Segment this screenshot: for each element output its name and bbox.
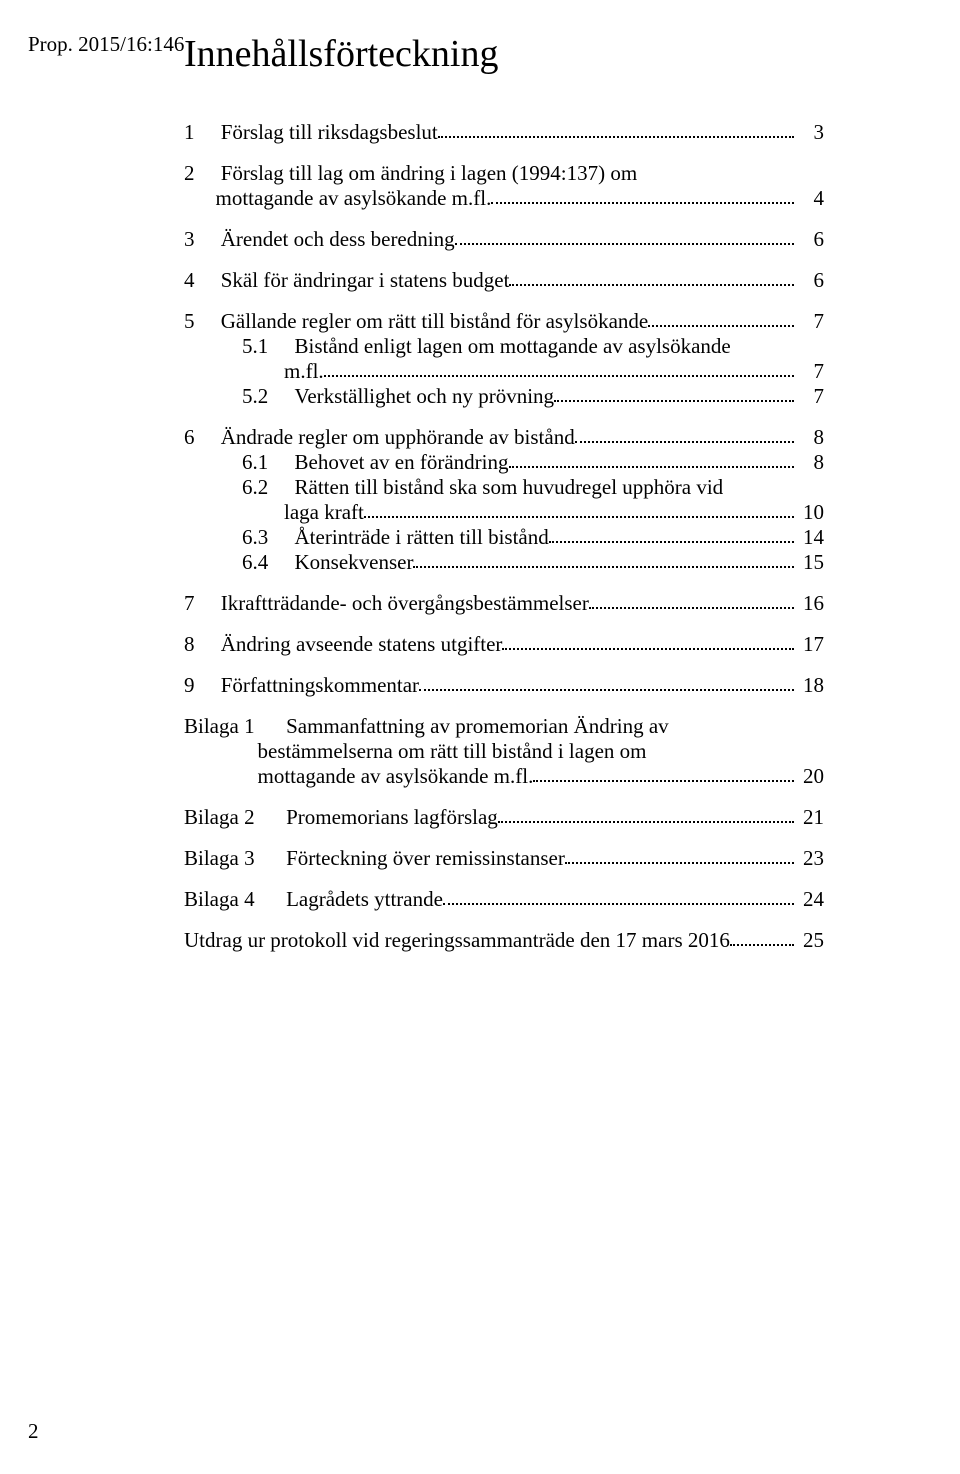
toc-entry-text: Bistånd enligt lagen om mottagande av as…: [295, 334, 731, 359]
toc-entry-number: 6.3: [242, 525, 295, 550]
toc-page-number: 24: [796, 887, 824, 912]
toc-page-number: 7: [796, 359, 824, 384]
toc-entry: 3 Ärendet och dess beredning 6: [184, 227, 824, 252]
toc-entry-text: bestämmelserna om rätt till bistånd i la…: [258, 739, 647, 764]
toc-appendix-entry: Bilaga 4 Lagrådets yttrande 24: [184, 887, 824, 912]
toc-entry-number: 6.1: [242, 450, 295, 475]
toc-entry-number: 4: [184, 268, 221, 293]
toc-subentry: 6.2 Rätten till bistånd ska som huvudreg…: [184, 475, 824, 525]
toc-entry-text: Gällande regler om rätt till bistånd för…: [221, 309, 648, 334]
toc-subentry: 5.2 Verkställighet och ny prövning 7: [184, 384, 824, 409]
toc-entry: 5 Gällande regler om rätt till bistånd f…: [184, 309, 824, 334]
toc-page-number: 8: [796, 450, 824, 475]
toc-entry-number: 8: [184, 632, 221, 657]
toc-appendix-entry: Bilaga 1 Sammanfattning av promemorian Ä…: [184, 714, 824, 789]
toc-page-number: 15: [796, 550, 824, 575]
toc-entry-number: Bilaga 2: [184, 805, 286, 830]
toc-entry-text: Promemorians lagförslag: [286, 805, 498, 830]
toc-entry-number: 6.4: [242, 550, 295, 575]
toc-entry-text: Förslag till riksdagsbeslut: [221, 120, 438, 145]
toc-entry-text: Återinträde i rätten till bistånd: [295, 525, 549, 550]
toc-entry: 7 Ikraftträdande- och övergångsbestämmel…: [184, 591, 824, 616]
toc-entry-number: [184, 186, 216, 211]
toc-entry-text: Ikraftträdande- och övergångsbestämmelse…: [221, 591, 589, 616]
toc-entry-text: m.fl.: [284, 359, 324, 384]
toc-subentry: 6.4 Konsekvenser 15: [184, 550, 824, 575]
toc-page-number: 3: [796, 120, 824, 145]
toc-page-number: 6: [796, 227, 824, 252]
toc-entry-number: 1: [184, 120, 221, 145]
toc-page-number: 20: [796, 764, 824, 789]
toc-entry-text: mottagande av asylsökande m.fl.: [258, 764, 534, 789]
toc-page-number: 18: [796, 673, 824, 698]
toc-entry-text: Lagrådets yttrande: [286, 887, 443, 912]
toc-entry: 4 Skäl för ändringar i statens budget 6: [184, 268, 824, 293]
toc-subentry: 6.1 Behovet av en förändring 8: [184, 450, 824, 475]
toc-entry-number: 5: [184, 309, 221, 334]
toc-subentry: 6.3 Återinträde i rätten till bistånd 14: [184, 525, 824, 550]
toc-page-number: 7: [796, 309, 824, 334]
toc-subentry: 5.1 Bistånd enligt lagen om mottagande a…: [184, 334, 824, 384]
toc-page-number: 21: [796, 805, 824, 830]
table-of-contents: 1 Förslag till riksdagsbeslut 3 2 Förslag …: [184, 120, 824, 953]
toc-page-number: 4: [796, 186, 824, 211]
toc-entry-number: 3: [184, 227, 221, 252]
page-title: Innehållsförteckning: [184, 32, 830, 76]
toc-entry-text: Förslag till lag om ändring i lagen (199…: [221, 161, 637, 186]
toc-page-number: 8: [796, 425, 824, 450]
toc-entry-text: Behovet av en förändring: [295, 450, 509, 475]
toc-entry-text: Konsekvenser: [295, 550, 414, 575]
toc-appendix-entry: Bilaga 3 Förteckning över remissinstanse…: [184, 846, 824, 871]
toc-entry-number: 5.2: [242, 384, 295, 409]
toc-entry-text: laga kraft: [284, 500, 364, 525]
toc-entry-text: Sammanfattning av promemorian Ändring av: [286, 714, 669, 739]
page-number: 2: [28, 1419, 39, 1444]
toc-entry-text: mottagande av asylsökande m.fl.: [216, 186, 492, 211]
toc-entry-number: Bilaga 3: [184, 846, 286, 871]
toc-entry: 9 Författningskommentar 18: [184, 673, 824, 698]
toc-entry-text: Ändrade regler om upphörande av bistånd: [221, 425, 575, 450]
toc-entry-text: Ändring avseende statens utgifter: [221, 632, 503, 657]
toc-entry-number: 5.1: [242, 334, 295, 359]
toc-entry-number: 9: [184, 673, 221, 698]
toc-entry-number: [242, 500, 284, 525]
toc-page-number: 25: [796, 928, 824, 953]
toc-page-number: 10: [796, 500, 824, 525]
toc-entry-text: Skäl för ändringar i statens budget: [221, 268, 510, 293]
toc-entry-text: Ärendet och dess beredning: [221, 227, 455, 252]
toc-page-number: 14: [796, 525, 824, 550]
toc-entry-text: Utdrag ur protokoll vid regeringssammant…: [184, 928, 730, 953]
toc-page-number: 23: [796, 846, 824, 871]
toc-appendix-entry: Bilaga 2 Promemorians lagförslag 21: [184, 805, 824, 830]
toc-entry: 8 Ändring avseende statens utgifter 17: [184, 632, 824, 657]
toc-entry-number: Bilaga 4: [184, 887, 286, 912]
toc-page-number: 6: [796, 268, 824, 293]
toc-entry-number: [242, 359, 284, 384]
toc-entry-text: Författningskommentar: [221, 673, 419, 698]
document-page: Prop. 2015/16:146 Innehållsförteckning 1…: [0, 0, 960, 1474]
toc-entry-number: Bilaga 1: [184, 714, 286, 739]
toc-entry-number: 7: [184, 591, 221, 616]
toc-entry-text: Rätten till bistånd ska som huvudregel u…: [295, 475, 724, 500]
toc-entry-text: Verkställighet och ny prövning: [295, 384, 555, 409]
toc-page-number: 17: [796, 632, 824, 657]
toc-entry: 1 Förslag till riksdagsbeslut 3: [184, 120, 824, 145]
toc-entry: Utdrag ur protokoll vid regeringssammant…: [184, 928, 824, 953]
toc-entry-number: 6.2: [242, 475, 295, 500]
toc-entry: 2 Förslag till lag om ändring i lagen (1…: [184, 161, 824, 211]
toc-page-number: 7: [796, 384, 824, 409]
toc-page-number: 16: [796, 591, 824, 616]
toc-entry-number: 2: [184, 161, 221, 186]
header-identifier: Prop. 2015/16:146: [28, 32, 184, 57]
toc-entry: 6 Ändrade regler om upphörande av bistån…: [184, 425, 824, 450]
toc-entry-text: Förteckning över remissinstanser: [286, 846, 565, 871]
toc-entry-number: 6: [184, 425, 221, 450]
